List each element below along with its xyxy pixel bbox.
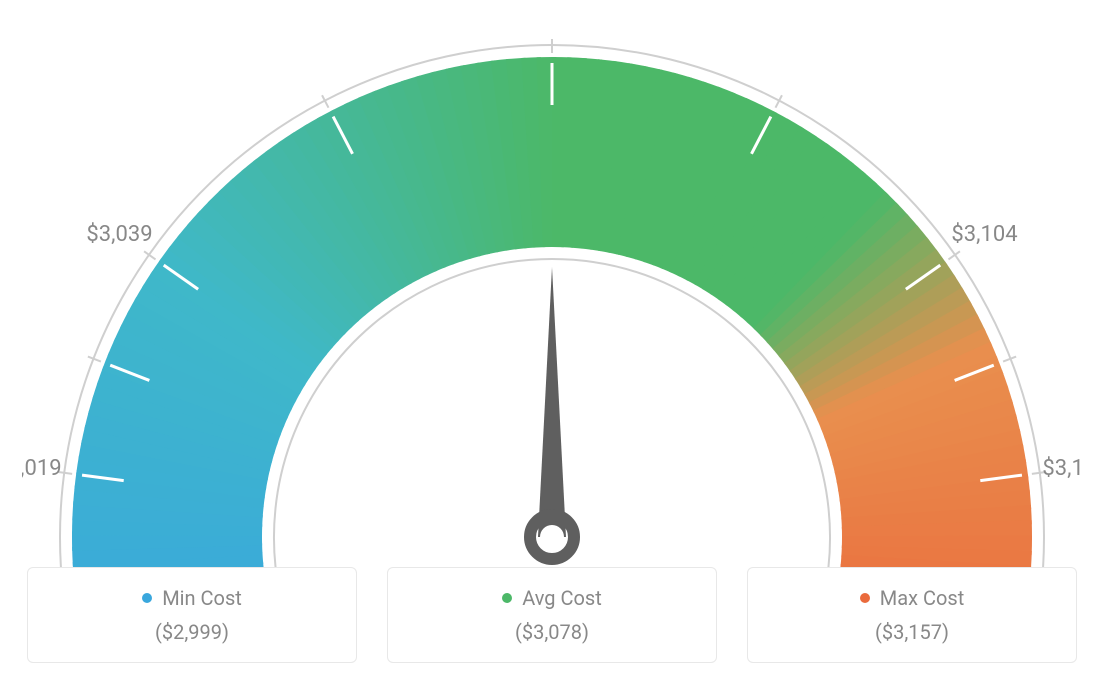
gauge-needle — [538, 267, 566, 537]
gauge-svg: $2,999$3,019$3,039$3,078$3,104$3,130$3,1… — [22, 27, 1082, 567]
card-value: ($3,078) — [515, 620, 589, 644]
card-label: Min Cost — [162, 586, 242, 610]
min-cost-card: Min Cost ($2,999) — [27, 567, 357, 663]
dot-icon — [860, 593, 870, 603]
avg-cost-card: Avg Cost ($3,078) — [387, 567, 717, 663]
card-label: Avg Cost — [522, 586, 602, 610]
card-value: ($2,999) — [155, 620, 229, 644]
tick-label: $3,104 — [951, 222, 1017, 247]
tick-label: $3,039 — [86, 222, 152, 247]
needle-hub-inner — [540, 525, 564, 549]
summary-cards: Min Cost ($2,999) Avg Cost ($3,078) Max … — [22, 567, 1082, 663]
card-header: Min Cost — [142, 586, 242, 610]
dot-icon — [502, 593, 512, 603]
gauge-chart: $2,999$3,019$3,039$3,078$3,104$3,130$3,1… — [22, 27, 1082, 547]
card-header: Max Cost — [860, 586, 965, 610]
max-cost-card: Max Cost ($3,157) — [747, 567, 1077, 663]
card-value: ($3,157) — [875, 620, 949, 644]
tick-label: $3,019 — [22, 456, 62, 481]
dot-icon — [142, 593, 152, 603]
card-header: Avg Cost — [502, 586, 602, 610]
card-label: Max Cost — [880, 586, 965, 610]
tick-label: $3,130 — [1042, 456, 1082, 481]
